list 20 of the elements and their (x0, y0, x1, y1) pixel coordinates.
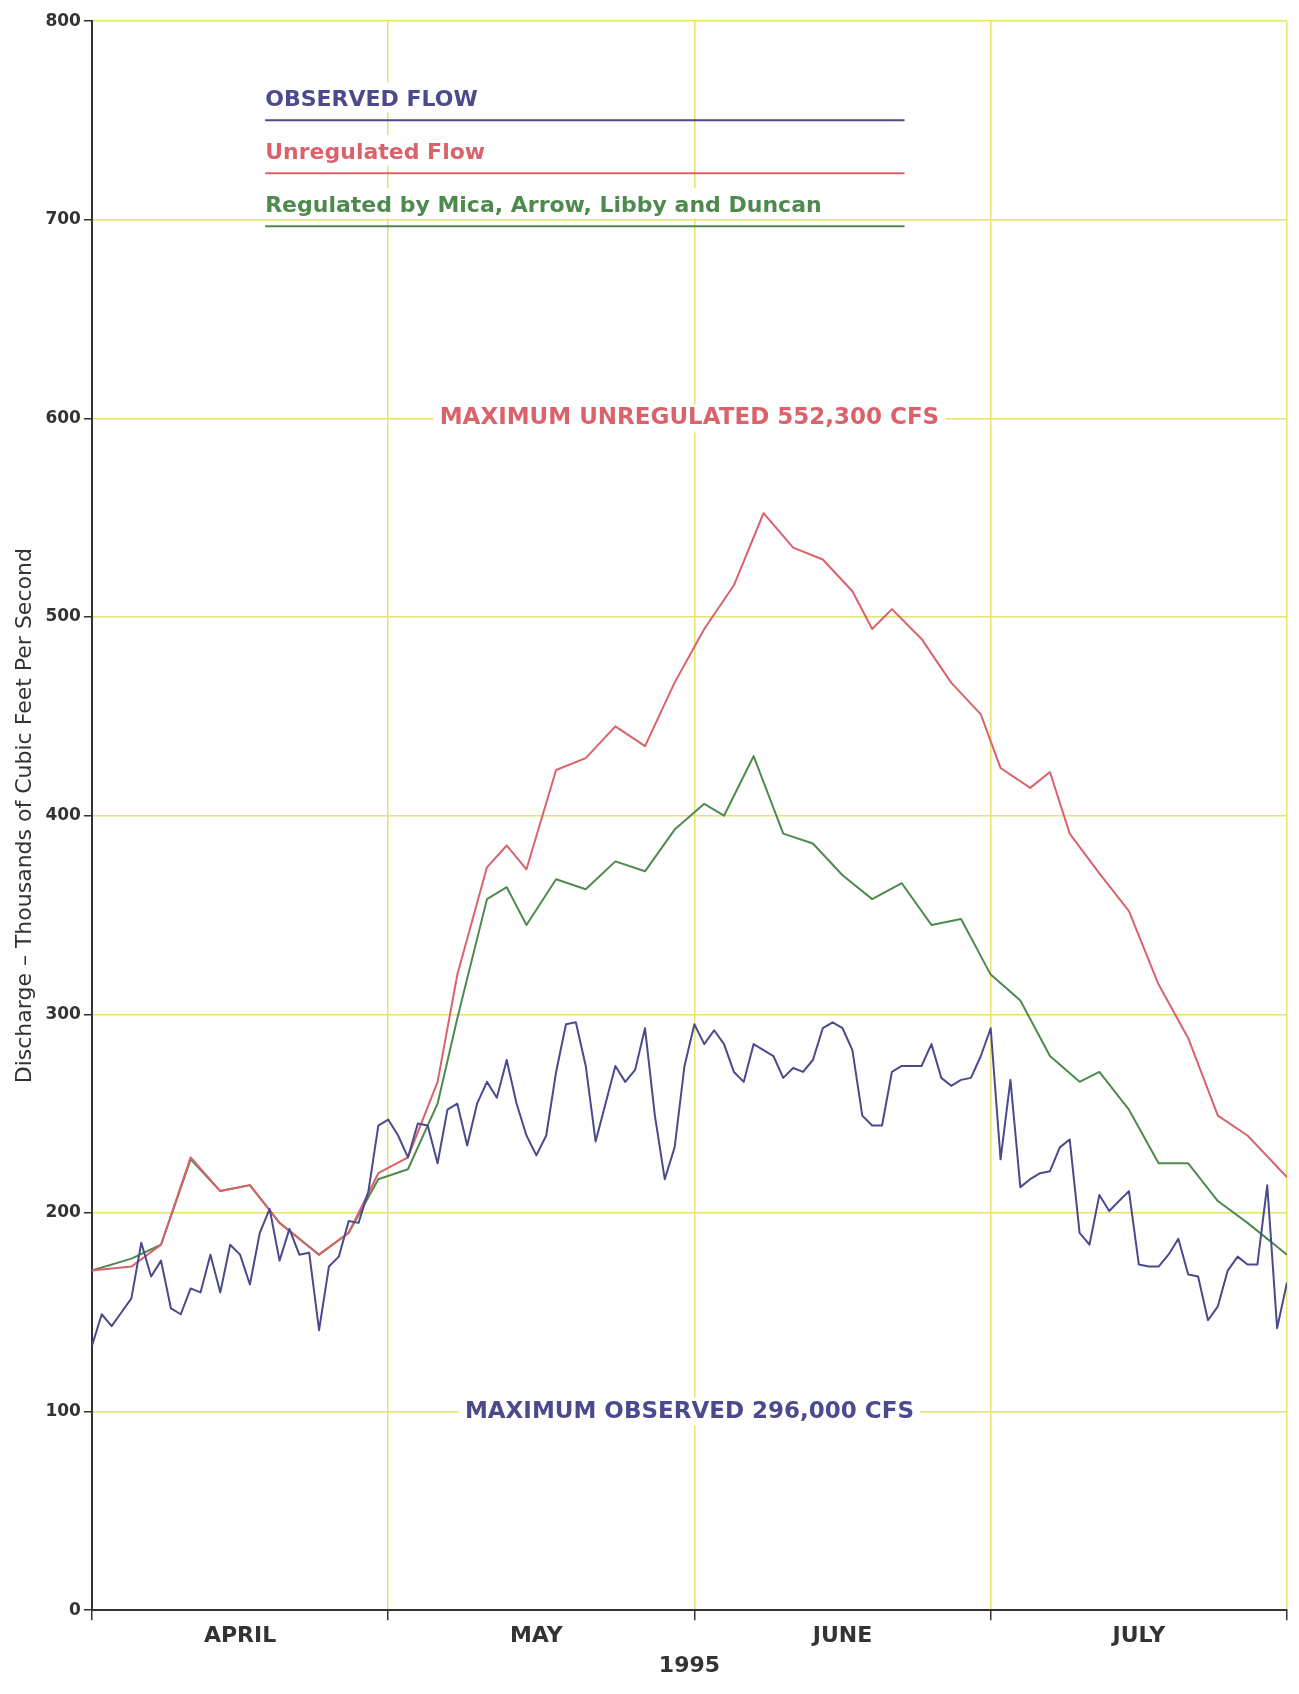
text: OBSERVED FLOW (265, 86, 478, 112)
annotation: MAXIMUM UNREGULATED 552,300 CFS (439, 403, 940, 430)
x-tick-label: APRIL (203, 1622, 277, 1648)
y-tick-label: 600 (45, 406, 82, 427)
x-tick-label: JUNE (810, 1622, 873, 1648)
y-tick-label: 200 (45, 1201, 82, 1222)
x-axis-title: 1995 (658, 1651, 721, 1677)
y-tick-label: 100 (45, 1400, 82, 1420)
y-tick-label: 400 (45, 804, 82, 825)
text: Unregulated Flow (265, 139, 486, 165)
y-tick-label: 300 (45, 1002, 82, 1023)
y-tick-label: 800 (45, 9, 82, 30)
annotation: MAXIMUM OBSERVED 296,000 CFS (464, 1396, 914, 1423)
y-tick-label: 0 (69, 1598, 82, 1619)
x-tick-label: MAY (509, 1622, 564, 1648)
y-tick-label: 700 (45, 208, 82, 229)
y-axis-title: Discharge – Thousands of Cubic Feet Per Second (10, 548, 36, 1084)
y-tick-label: 500 (45, 605, 82, 626)
x-tick-label: JULY (1110, 1622, 1167, 1648)
text: Regulated by Mica, Arrow, Libby and Duncan (265, 192, 822, 218)
